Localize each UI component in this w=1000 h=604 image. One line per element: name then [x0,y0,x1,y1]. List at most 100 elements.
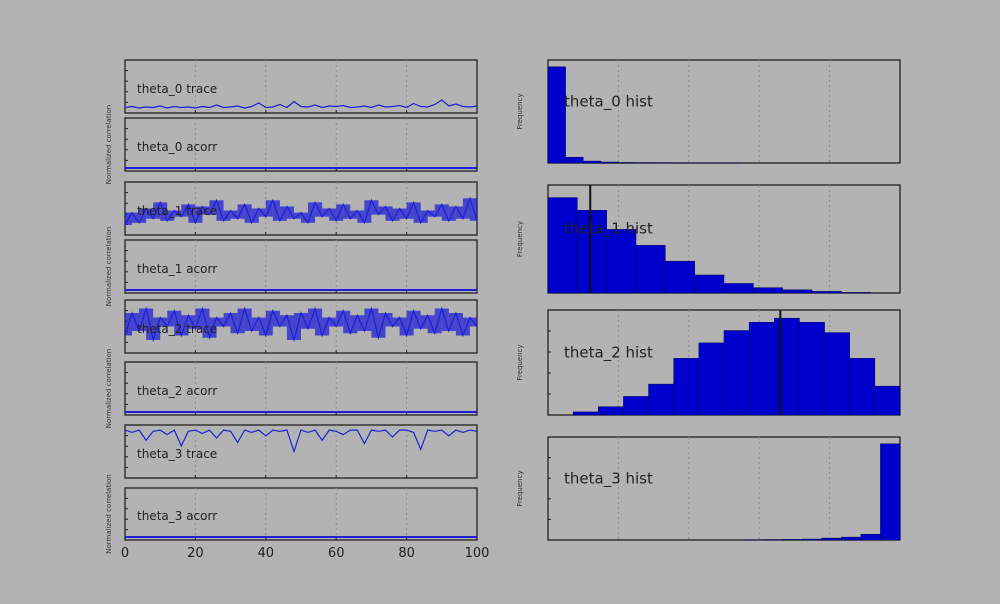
hist-bar [724,331,749,415]
x-tick-label: 40 [258,546,275,561]
hist-bar [699,343,724,415]
trace-segment [442,309,449,332]
trace-segment [287,315,294,340]
trace-segment [315,202,322,216]
hist-bar [841,292,870,293]
panel-t2-trace: theta_2 trace [125,300,477,353]
trace-segment [435,204,442,216]
trace-segment [463,198,470,218]
trace-segment [343,204,350,218]
x-tick-label: 80 [398,546,415,561]
panel-t0-hist: theta_0 hist Frequency [516,60,900,163]
trace-segment [315,309,322,336]
trace-segment [350,211,357,219]
trace-segment [350,315,357,333]
x-tick-label: 20 [187,546,204,561]
hist-bar [583,161,601,163]
trace-segment [442,204,449,220]
y-axis-label: Normalized correlation [105,105,113,184]
trace-segment [273,311,280,327]
trace-segment [322,209,329,217]
y-axis-label: Frequency [516,221,524,257]
hist-bar [548,67,566,163]
panel-t3-trace: theta_3 trace [125,425,477,478]
trace-segment [435,309,442,334]
trace-segment [329,209,336,221]
trace-segment [449,313,456,331]
x-tick-label: 100 [465,546,490,561]
trace-segment [294,313,301,340]
trace-segment [336,204,343,220]
trace-segment [273,200,280,220]
y-axis-label: Normalized correlation [105,349,113,428]
hist-bar [674,358,699,415]
panel-t0-trace: theta_0 trace [125,60,477,113]
trace-segment [301,313,308,329]
trace-segment [224,313,231,327]
trace-segment [428,315,435,333]
trace-segment [421,315,428,329]
trace-segment [407,311,414,336]
trace-segment [294,213,301,219]
trace-segment [238,204,245,218]
hist-bar [665,261,694,293]
hist-bar [825,333,850,415]
hist-bar [850,358,875,415]
panel-t1-acorr: theta_1 acorr Normalized correlation [105,227,477,306]
y-axis-label: Normalized correlation [105,227,113,306]
trace-segment [308,309,315,329]
trace-segment [400,318,407,336]
trace-segment [364,309,371,332]
hist-bar [802,539,822,540]
trace-segment [245,309,252,332]
trace-segment [266,200,273,216]
hist-bar [695,275,724,293]
panel-label: theta_0 trace [137,82,217,96]
hist-bar [598,407,623,415]
trace-segment [329,318,336,327]
y-axis-label: Frequency [516,344,524,380]
panel-label: theta_0 hist [564,92,653,111]
trace-segment [371,309,378,338]
trace-segment [301,213,308,223]
trace-segment [364,200,371,223]
hist-bar [822,538,842,540]
panel-t2-hist: theta_2 hist Frequency [516,310,900,415]
panel-label: theta_1 acorr [137,262,217,276]
hist-bar [573,412,598,415]
hist-bar [601,162,619,163]
panel-t1-trace: theta_1 trace [125,182,477,235]
hist-bar [566,157,584,163]
trace-segment [231,313,238,333]
trace-segment [378,206,385,214]
hist-bar [880,444,900,540]
panel-label: theta_1 trace [137,204,217,218]
hist-bar [812,291,841,293]
trace-segment [238,309,245,334]
panel-label: theta_2 hist [564,343,653,362]
trace-segment [322,318,329,336]
trace-segment [470,198,477,221]
panel-frame [548,437,900,540]
y-axis-label: Frequency [516,93,524,129]
panel-label: theta_3 trace [137,447,217,461]
trace-segment [393,209,400,221]
hist-bar [749,322,774,415]
panel-label: theta_2 trace [137,322,217,336]
hist-bar [649,384,674,415]
trace-segment [414,202,421,222]
trace-segment [217,200,224,220]
panel-frame [548,60,900,163]
trace-segment [280,206,287,220]
trace-segment [336,311,343,327]
hist-bar [783,539,803,540]
trace-segment [231,211,238,219]
panel-label: theta_3 hist [564,469,653,488]
